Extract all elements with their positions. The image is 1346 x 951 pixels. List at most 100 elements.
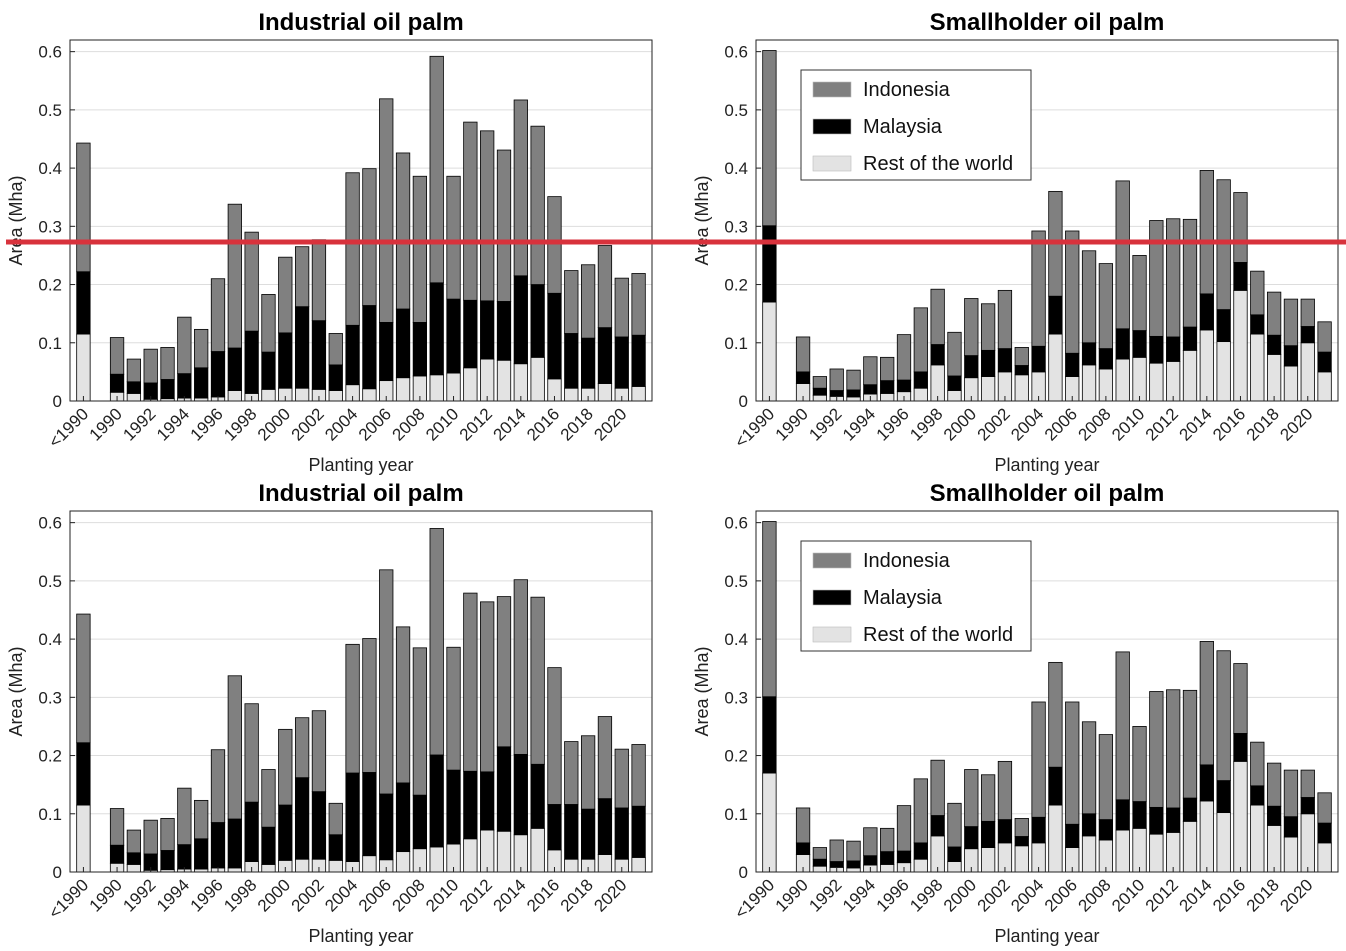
x-tick-label: 1996 xyxy=(187,875,227,915)
bar-segment xyxy=(1182,326,1198,351)
bar-segment xyxy=(530,284,545,358)
bar-segment xyxy=(1283,769,1299,818)
bar-segment xyxy=(76,613,91,744)
bar-segment xyxy=(1266,762,1282,807)
bar-segment xyxy=(194,838,209,870)
y-tick-label: 0.6 xyxy=(724,514,748,533)
bar-segment xyxy=(530,827,545,873)
bar-segment xyxy=(896,334,912,381)
bar-segment xyxy=(328,859,343,873)
bar-segment xyxy=(896,850,912,864)
y-axis-label: Area (Mha) xyxy=(692,175,712,265)
bar-segment xyxy=(913,778,928,844)
bar-segment xyxy=(446,646,461,771)
bar-segment xyxy=(1132,356,1147,402)
bar-segment xyxy=(1300,298,1315,327)
x-tick-label: 2006 xyxy=(355,875,395,915)
bar-segment xyxy=(379,321,394,382)
bar-segment xyxy=(278,804,293,861)
chart-title: Smallholder oil palm xyxy=(930,480,1165,507)
y-tick-label: 0.2 xyxy=(724,276,748,295)
y-tick-label: 0.3 xyxy=(724,688,748,707)
bar-segment xyxy=(311,791,327,860)
y-tick-label: 0.3 xyxy=(38,688,62,707)
bar-segment xyxy=(795,842,811,855)
bar-segment xyxy=(762,772,777,873)
bar-segment xyxy=(244,703,259,803)
bar-segment xyxy=(564,741,579,805)
bar-segment xyxy=(1283,298,1299,347)
bar-segment xyxy=(1132,330,1147,358)
bar-segment xyxy=(76,142,91,273)
bar-segment xyxy=(1166,218,1181,338)
bar-segment xyxy=(564,387,579,402)
bar-segment xyxy=(795,336,811,373)
bar-segment xyxy=(580,808,596,860)
bar-segment xyxy=(812,858,828,867)
bar-segment xyxy=(126,829,142,854)
bar-segment xyxy=(547,292,562,380)
bar-segment xyxy=(1233,262,1248,291)
y-tick-label: 0.4 xyxy=(38,159,62,178)
y-tick-label: 0.1 xyxy=(724,334,748,353)
plot-frame xyxy=(69,510,653,873)
bar-segment xyxy=(513,579,528,755)
y-tick-label: 0.6 xyxy=(38,514,62,533)
bar-segment xyxy=(1216,309,1231,343)
bar-segment xyxy=(930,288,945,345)
bar-segment xyxy=(294,777,310,860)
bar-segment xyxy=(463,838,478,873)
bar-segment xyxy=(1081,813,1097,837)
bar-segment xyxy=(210,278,226,352)
bar-segment xyxy=(913,307,928,373)
bar-segment xyxy=(76,333,91,402)
x-axis-label: Planting year xyxy=(994,455,1099,475)
x-tick-label: 2000 xyxy=(940,404,980,444)
bar-segment xyxy=(597,716,613,800)
bar-segment xyxy=(177,844,192,870)
bar-segment xyxy=(496,830,512,873)
bar-segment xyxy=(1048,333,1063,402)
bar-segment xyxy=(496,359,512,402)
bar-segment xyxy=(930,364,945,402)
bar-segment xyxy=(328,333,343,366)
bar-segment xyxy=(194,799,209,840)
bar-segment xyxy=(109,373,125,393)
x-tick-label: 1992 xyxy=(119,875,159,915)
x-tick-label: 2014 xyxy=(1175,404,1215,444)
x-tick-label: 2010 xyxy=(422,875,462,915)
bar-segment xyxy=(261,388,276,402)
x-tick-label: 2016 xyxy=(523,875,563,915)
bar-segment xyxy=(227,347,242,391)
y-tick-label: 0.4 xyxy=(724,630,748,649)
bar-segment xyxy=(496,149,512,302)
bar-segment xyxy=(947,861,962,873)
bar-segment xyxy=(1132,801,1147,829)
bar-segment xyxy=(1081,250,1097,344)
x-tick-label: 2020 xyxy=(590,404,630,444)
y-tick-label: 0 xyxy=(739,863,748,882)
x-tick-label: 2002 xyxy=(288,404,328,444)
legend-swatch xyxy=(812,118,852,135)
bar-segment xyxy=(1250,314,1265,335)
bar-segment xyxy=(395,308,411,379)
bar-segment xyxy=(1031,230,1046,347)
bar-segment xyxy=(463,121,478,301)
bar-segment xyxy=(1081,835,1097,873)
y-tick-label: 0.5 xyxy=(724,101,748,120)
bar-segment xyxy=(1199,329,1214,402)
x-tick-label: 1992 xyxy=(119,404,159,444)
x-tick-label: 2006 xyxy=(355,404,395,444)
bar-segment xyxy=(812,394,828,402)
bar-segment xyxy=(812,865,828,873)
x-tick-label: 2016 xyxy=(1209,404,1249,444)
x-tick-label: 2014 xyxy=(489,875,529,915)
bar-segment xyxy=(126,864,142,873)
bar-segment xyxy=(412,647,428,796)
bar-segment xyxy=(1149,806,1164,835)
bar-segment xyxy=(880,356,895,382)
bar-segment xyxy=(480,601,495,773)
bar-segment xyxy=(1250,741,1265,787)
bar-segment xyxy=(311,710,327,793)
bar-segment xyxy=(513,275,528,365)
